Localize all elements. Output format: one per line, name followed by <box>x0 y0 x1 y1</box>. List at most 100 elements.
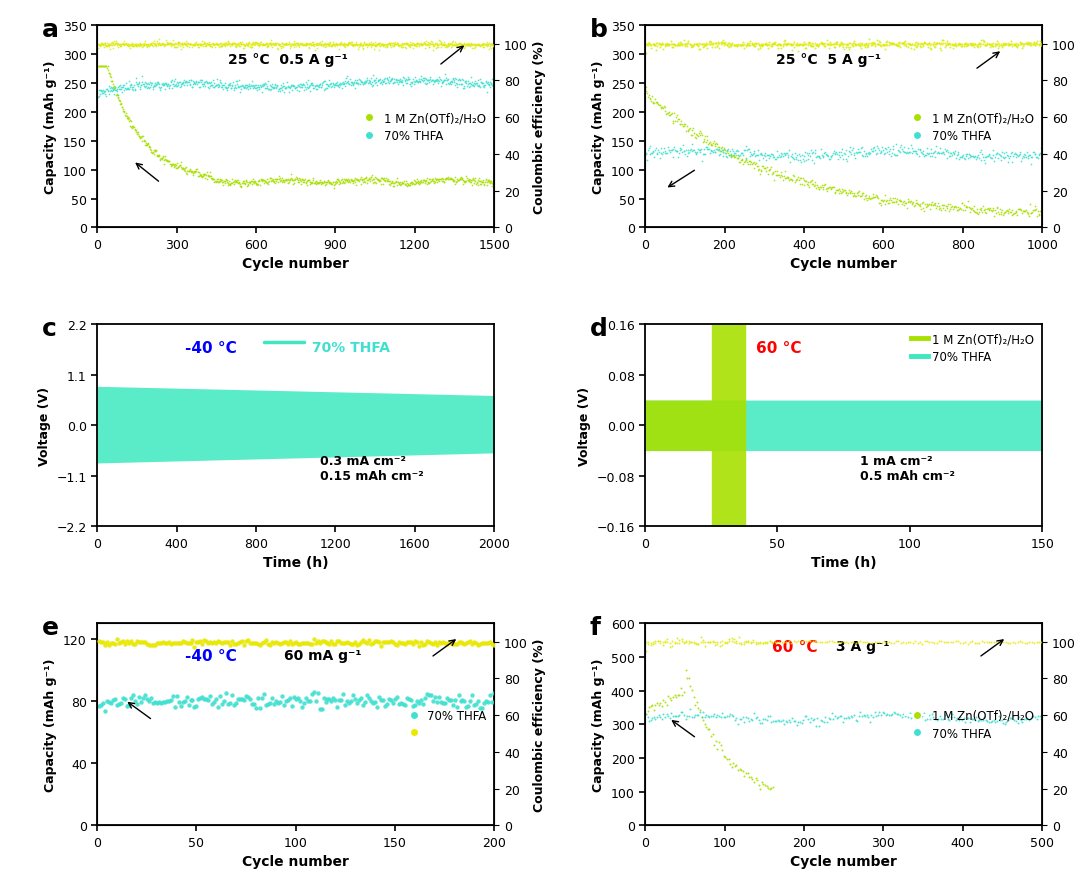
Point <box>998 205 1015 219</box>
Point <box>202 40 219 54</box>
Point <box>116 38 133 52</box>
Point <box>386 73 403 87</box>
Point <box>685 144 702 158</box>
Point <box>1025 146 1042 160</box>
Point <box>646 150 663 164</box>
Point <box>89 38 106 52</box>
Point <box>122 39 139 53</box>
Point <box>950 153 968 167</box>
Point <box>168 689 186 703</box>
Point <box>175 164 192 178</box>
Point <box>407 176 424 191</box>
Point <box>719 148 737 162</box>
Point <box>976 39 994 53</box>
Point <box>454 39 471 53</box>
Point <box>413 635 430 649</box>
Point <box>163 40 180 54</box>
Point <box>845 40 862 54</box>
Point <box>933 147 950 161</box>
Point <box>703 139 720 153</box>
Point <box>421 40 438 54</box>
Point <box>637 644 654 658</box>
Point <box>275 80 293 94</box>
Point <box>920 818 937 832</box>
Point <box>235 82 253 96</box>
Point <box>448 39 465 53</box>
Point <box>217 81 234 95</box>
Point <box>740 636 757 650</box>
Point <box>997 38 1014 52</box>
Point <box>123 120 140 134</box>
Point <box>989 37 1007 51</box>
Point <box>816 636 834 650</box>
Point <box>273 81 291 95</box>
Point <box>320 79 337 93</box>
Point <box>664 690 681 704</box>
Point <box>711 635 728 649</box>
Point <box>451 38 469 52</box>
Point <box>157 77 174 91</box>
Point <box>94 60 111 74</box>
Point <box>710 144 727 158</box>
Point <box>238 179 255 193</box>
Point <box>957 636 974 650</box>
Point <box>200 38 217 52</box>
Point <box>1034 151 1051 165</box>
Point <box>896 818 914 832</box>
Point <box>218 39 235 53</box>
Point <box>972 40 989 54</box>
Point <box>213 77 230 91</box>
Point <box>395 38 413 52</box>
Point <box>448 700 465 714</box>
Point <box>410 695 428 709</box>
Point <box>156 637 173 651</box>
Point <box>242 40 259 54</box>
Point <box>819 38 836 52</box>
Point <box>364 177 381 191</box>
Point <box>197 38 214 52</box>
Point <box>284 80 301 94</box>
Point <box>784 39 801 53</box>
Point <box>478 36 496 50</box>
Point <box>348 39 365 53</box>
Point <box>1018 146 1036 160</box>
Point <box>975 35 993 49</box>
Point <box>934 202 951 216</box>
Point <box>651 41 669 55</box>
Point <box>245 80 262 94</box>
Point <box>879 707 896 721</box>
Point <box>774 173 792 187</box>
Point <box>1027 37 1044 51</box>
Point <box>663 693 680 707</box>
Point <box>990 818 1008 832</box>
Point <box>162 693 179 707</box>
Point <box>167 40 185 54</box>
Point <box>869 191 887 205</box>
Point <box>915 818 932 832</box>
Point <box>921 818 939 832</box>
Point <box>237 177 254 191</box>
Point <box>361 38 378 52</box>
Point <box>716 635 733 649</box>
Point <box>848 146 865 160</box>
Point <box>230 177 247 191</box>
Point <box>180 698 198 712</box>
Point <box>1021 210 1038 224</box>
Point <box>759 637 777 651</box>
Point <box>254 691 271 705</box>
Point <box>396 39 414 53</box>
Point <box>752 163 769 177</box>
Point <box>461 80 478 94</box>
Point <box>891 818 908 832</box>
Point <box>160 38 177 52</box>
Point <box>742 146 759 160</box>
Point <box>377 699 394 713</box>
Point <box>352 177 369 191</box>
Point <box>95 60 112 74</box>
Point <box>369 174 387 188</box>
Point <box>678 150 696 164</box>
Point <box>838 186 855 200</box>
Point <box>1018 37 1036 51</box>
Point <box>980 149 997 163</box>
Point <box>974 713 991 727</box>
